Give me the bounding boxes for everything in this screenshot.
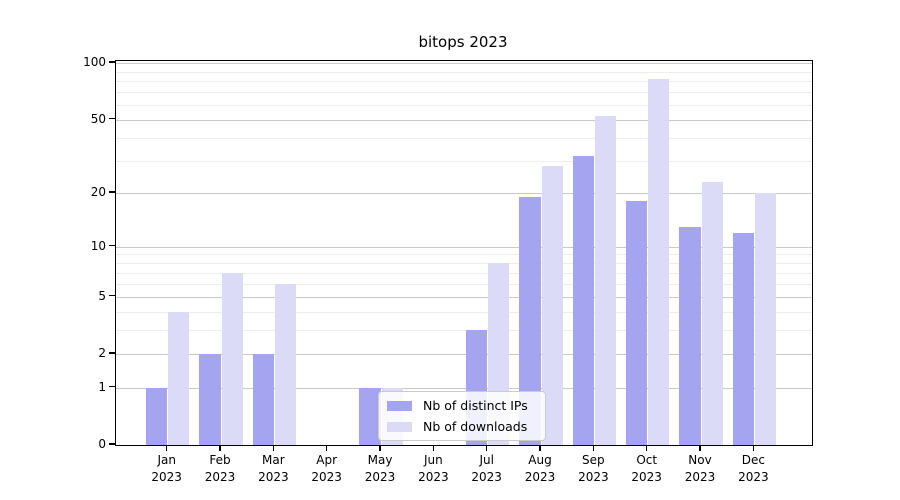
x-tick-sep-2023 — [592, 445, 595, 451]
y-tick-label-50: 50 — [90, 111, 106, 126]
bar-nb-of-distinct-ips-oct-2023 — [625, 201, 648, 445]
y-tick-label-0: 0 — [98, 437, 106, 451]
x-tick-label-mar-2023: Mar 2023 — [258, 453, 289, 484]
major-gridline-100 — [116, 62, 812, 64]
x-tick-label-may-2023: May 2023 — [364, 453, 396, 484]
x-tick-nov-2023 — [699, 445, 701, 451]
y-tick-10 — [109, 244, 115, 247]
legend-item-downloads: Nb of downloads — [387, 419, 535, 434]
bar-nb-of-distinct-ips-dec-2023 — [732, 232, 754, 445]
y-tick-label-20: 20 — [90, 184, 106, 199]
x-tick-apr-2023 — [325, 445, 328, 451]
x-tick-mar-2023 — [272, 445, 275, 451]
major-gridline-10 — [116, 246, 812, 248]
bar-nb-of-downloads-jan-2023 — [168, 311, 190, 445]
x-tick-may-2023 — [379, 445, 381, 451]
x-tick-label-sep-2023: Sep 2023 — [578, 453, 609, 484]
legend-label-distinct-ips: Nb of distinct IPs — [423, 398, 528, 413]
legend: Nb of distinct IPs Nb of downloads — [378, 391, 546, 441]
major-gridline-50 — [116, 119, 812, 121]
y-tick-label-1: 1 — [98, 379, 106, 394]
x-tick-label-jun-2023: Jun 2023 — [418, 453, 449, 484]
x-tick-label-oct-2023: Oct 2023 — [631, 453, 662, 484]
bar-nb-of-downloads-oct-2023 — [648, 79, 670, 445]
x-tick-label-nov-2023: Nov 2023 — [684, 453, 716, 484]
minor-gridline-80 — [116, 81, 812, 83]
minor-gridline-7 — [116, 272, 812, 274]
minor-gridline-6 — [116, 283, 812, 285]
y-tick-0 — [109, 443, 115, 445]
y-tick-label-100: 100 — [83, 54, 106, 69]
bar-nb-of-distinct-ips-mar-2023 — [252, 354, 274, 445]
x-tick-oct-2023 — [645, 445, 648, 451]
minor-gridline-90 — [116, 71, 812, 73]
x-tick-jul-2023 — [485, 445, 488, 451]
minor-gridline-8 — [116, 263, 812, 265]
y-tick-5 — [109, 294, 115, 297]
minor-gridline-9 — [116, 254, 812, 256]
bar-nb-of-distinct-ips-jan-2023 — [145, 387, 168, 445]
minor-gridline-70 — [116, 92, 812, 94]
x-tick-feb-2023 — [219, 445, 221, 451]
y-tick-20 — [109, 191, 115, 193]
major-gridline-5 — [116, 296, 812, 298]
x-tick-label-feb-2023: Feb 2023 — [204, 453, 236, 484]
minor-gridline-40 — [116, 137, 812, 139]
legend-swatch-distinct-ips — [387, 400, 412, 411]
y-tick-label-2: 2 — [98, 346, 106, 361]
plot-area — [115, 60, 813, 446]
x-tick-label-dec-2023: Dec 2023 — [738, 453, 769, 484]
bar-nb-of-distinct-ips-sep-2023 — [572, 155, 594, 445]
y-tick-2 — [109, 352, 115, 354]
bar-nb-of-downloads-mar-2023 — [274, 283, 297, 445]
minor-gridline-4 — [116, 311, 812, 313]
bar-nb-of-downloads-aug-2023 — [541, 166, 563, 445]
x-tick-dec-2023 — [752, 445, 755, 451]
y-tick-1 — [109, 385, 115, 388]
chart-title: bitops 2023 — [418, 33, 508, 51]
x-tick-jan-2023 — [165, 445, 168, 451]
bar-nb-of-downloads-nov-2023 — [701, 181, 723, 445]
legend-label-downloads: Nb of downloads — [423, 419, 528, 434]
major-gridline-20 — [116, 192, 812, 194]
x-tick-label-aug-2023: Aug 2023 — [524, 453, 556, 484]
x-tick-aug-2023 — [539, 445, 541, 451]
x-tick-label-jul-2023: Jul 2023 — [471, 453, 502, 484]
bar-nb-of-downloads-dec-2023 — [754, 192, 777, 445]
minor-gridline-30 — [116, 160, 812, 162]
bar-nb-of-distinct-ips-feb-2023 — [199, 354, 221, 445]
x-tick-jun-2023 — [432, 445, 435, 451]
x-tick-label-jan-2023: Jan 2023 — [151, 453, 182, 484]
bar-nb-of-distinct-ips-aug-2023 — [519, 197, 541, 445]
major-gridline-1 — [116, 387, 812, 389]
x-tick-label-apr-2023: Apr 2023 — [311, 453, 342, 484]
minor-gridline-60 — [116, 104, 812, 106]
legend-swatch-downloads — [387, 421, 412, 432]
major-gridline-2 — [116, 354, 812, 356]
bar-nb-of-downloads-feb-2023 — [221, 272, 243, 445]
y-tick-label-10: 10 — [90, 238, 106, 253]
legend-item-distinct-ips: Nb of distinct IPs — [387, 398, 535, 413]
y-tick-50 — [109, 117, 115, 120]
bar-nb-of-downloads-sep-2023 — [594, 116, 617, 445]
minor-gridline-3 — [116, 330, 812, 332]
y-tick-100 — [109, 61, 115, 63]
bar-nb-of-distinct-ips-nov-2023 — [679, 226, 701, 445]
bar-nb-of-distinct-ips-may-2023 — [359, 387, 381, 445]
y-tick-label-5: 5 — [98, 288, 106, 303]
